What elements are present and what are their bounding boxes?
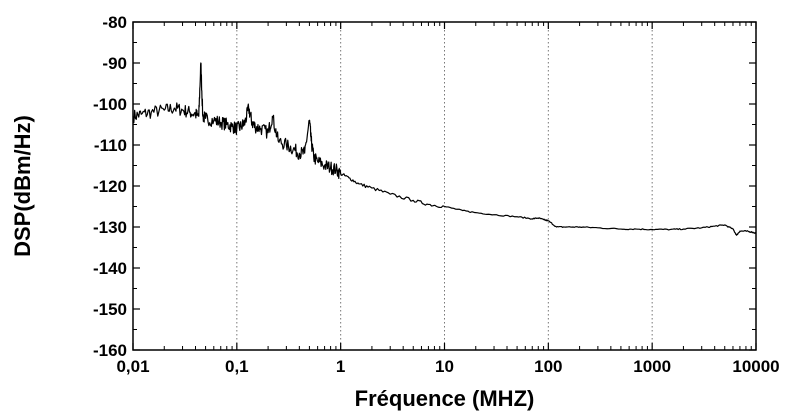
y-tick-label: -100 [93,95,127,114]
y-tick-label: -140 [93,259,127,278]
grid-layer [236,22,653,350]
x-tick-label: 1 [336,357,345,376]
x-axis-title: Fréquence (MHZ) [355,386,535,411]
y-tick-label: -130 [93,218,127,237]
y-tick-label: -110 [94,136,127,155]
y-tick-label: -90 [102,54,127,73]
y-tick-label: -160 [93,341,127,360]
x-tick-label: 10000 [732,357,779,376]
y-tick-label: -80 [102,13,127,32]
x-tick-label: 100 [534,357,562,376]
x-tick-label: 1000 [633,357,671,376]
plot-frame [132,21,757,351]
y-tick-label: -120 [93,177,127,196]
series-line [132,62,757,236]
x-tick-label: 10 [435,357,454,376]
y-axis-title: DSP(dBm/Hz) [10,115,35,257]
x-tick-label: 0,01 [116,357,149,376]
x-tick-label: 0,1 [225,357,249,376]
tick-label-layer: 0,01 0,1 1 10 100 1000 10000 -80 -90 -100 -110 -120… [93,13,780,376]
y-tick-label: -150 [93,300,127,319]
